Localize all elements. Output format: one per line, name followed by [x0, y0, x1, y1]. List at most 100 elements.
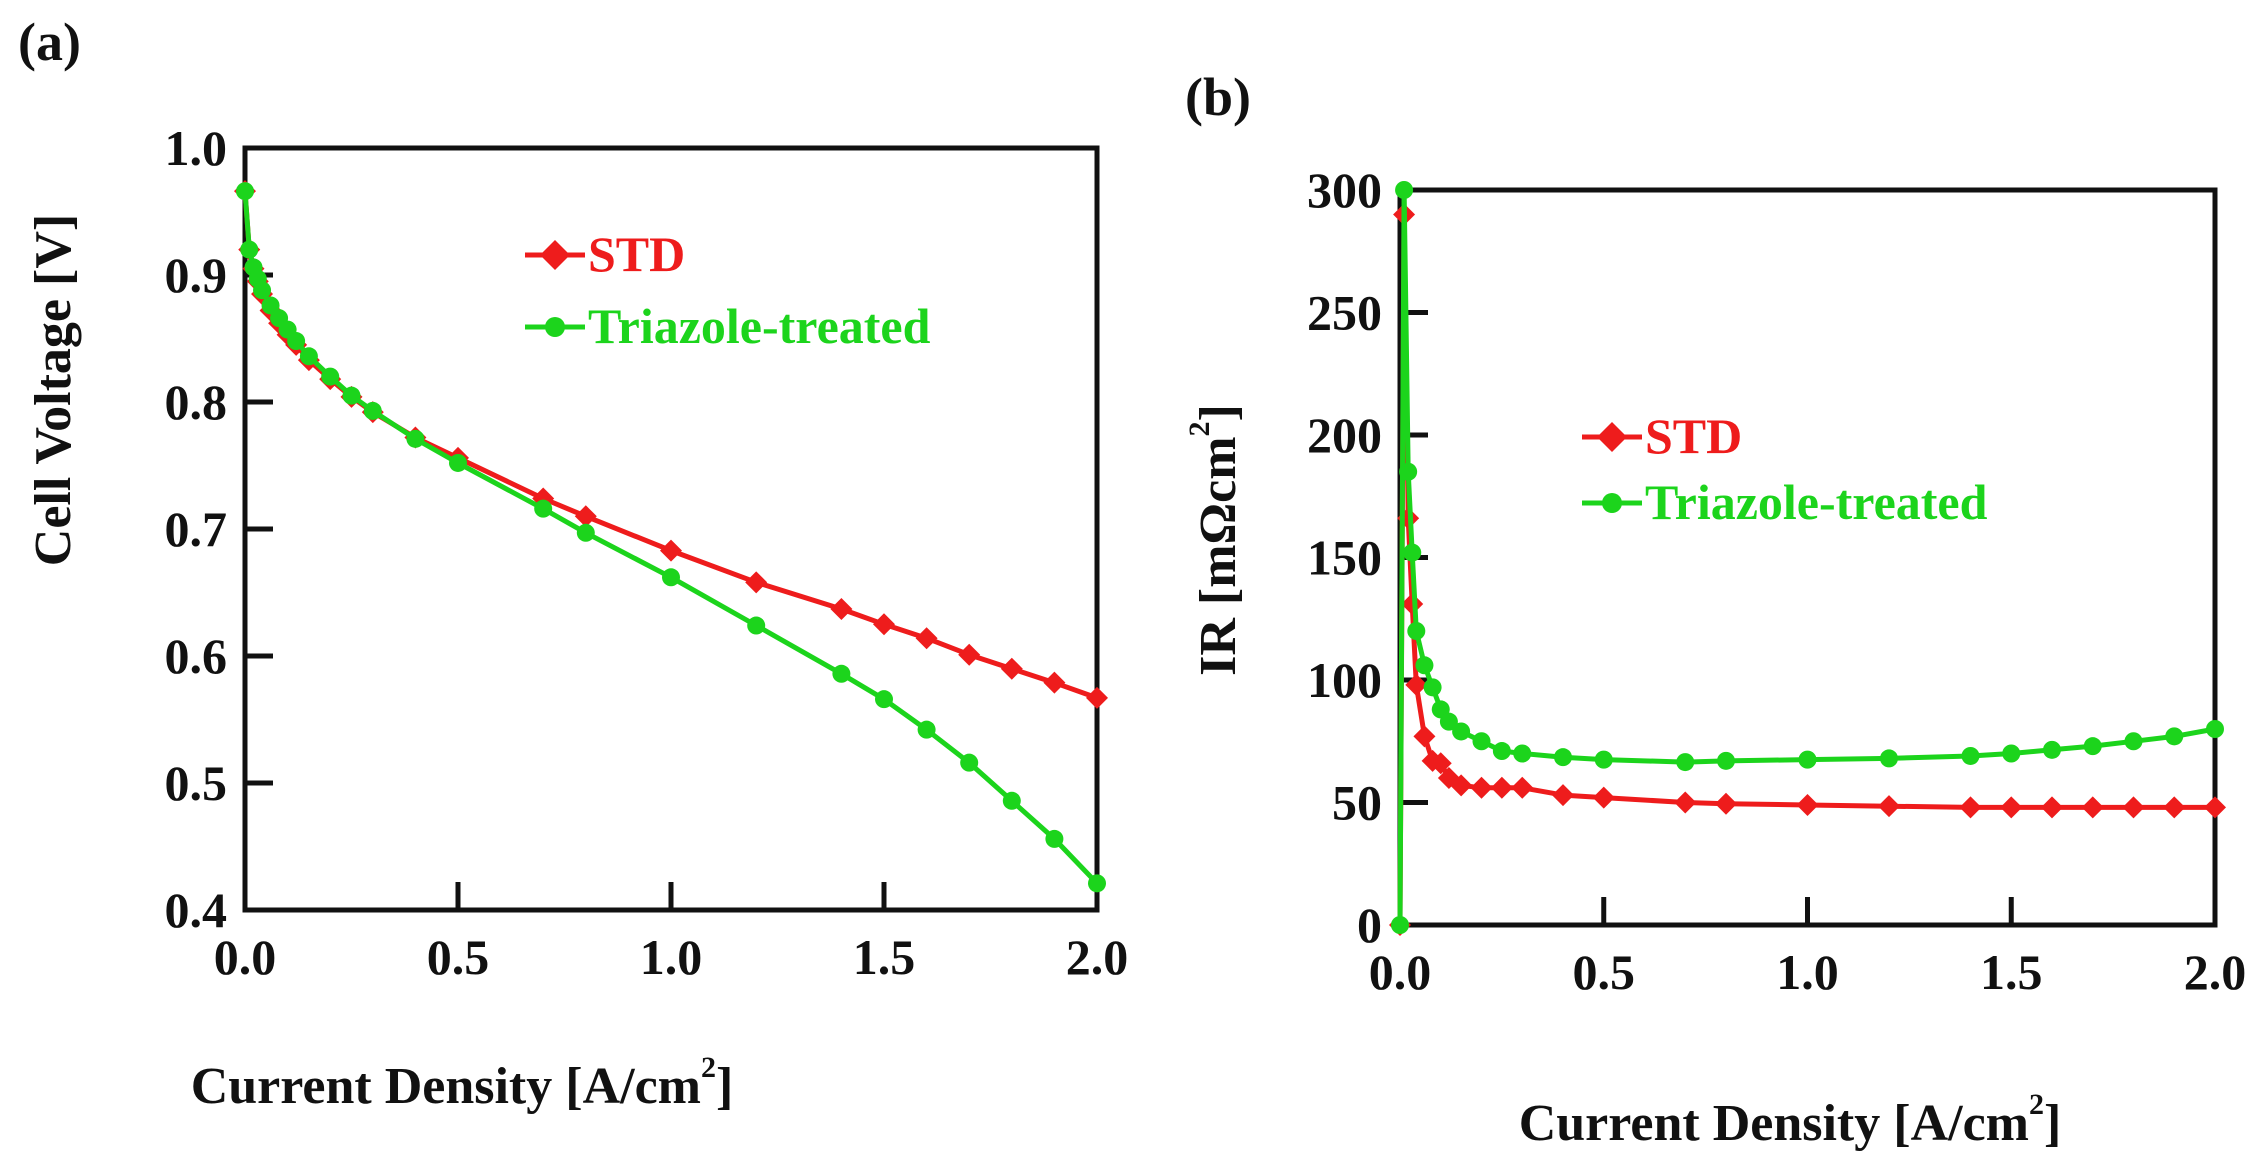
data-point-p1-0: [2081, 796, 2104, 819]
y-axis-title-b: IR [mΩcm2]: [1183, 404, 1247, 676]
y-tick-label-p1: 150: [1307, 530, 1382, 586]
y-tick-label-p0: 0.8: [165, 374, 228, 430]
data-point-p1-1: [1554, 748, 1572, 767]
data-point-p1-1: [2165, 727, 2184, 746]
y-tick-label-p1: 300: [1307, 162, 1382, 218]
data-point-p1-0: [2163, 796, 2186, 819]
data-point-p1-0: [1878, 795, 1900, 818]
data-point-p1-1: [1798, 750, 1817, 769]
data-point-p0-0: [574, 505, 597, 528]
data-point-p1-1: [2083, 737, 2102, 756]
data-point-p1-1: [1676, 753, 1695, 772]
data-point-p0-1: [747, 616, 766, 635]
panel-label-a: (a): [18, 12, 81, 72]
chart-panel-a: (a) 0.0 0.5 1.0 1.5 2.0 0.4 0.5 0.6 0.7 0.8 0.9 1.0…: [18, 12, 1128, 1115]
data-point-p0-1: [449, 453, 467, 472]
data-point-p1-1: [1415, 656, 1434, 675]
data-point-p1-1: [1407, 622, 1426, 640]
data-point-p0-1: [342, 386, 361, 405]
x-axis-title-a: Current Density [A/cm2]: [191, 1051, 734, 1115]
data-point-p0-1: [662, 568, 680, 587]
data-point-p0-1: [1002, 791, 1021, 810]
x-axis-title-b: Current Density [A/cm2]: [1519, 1088, 2062, 1152]
data-point-p0-1: [299, 347, 318, 366]
data-point-p0-1: [576, 523, 595, 542]
y-tick-label-p0: 0.6: [165, 628, 228, 684]
x-tick-label-p1: 1.0: [1776, 944, 1839, 1000]
y-tick-label-p1: 100: [1307, 652, 1382, 708]
data-point-p1-1: [1439, 712, 1458, 731]
data-point-p1-0: [1959, 796, 1982, 819]
data-point-p0-1: [832, 664, 851, 683]
data-point-p1-1: [2124, 732, 2143, 751]
legend-std-marker-b: [1597, 422, 1627, 452]
legend-triazole-label-a: Triazole-treated: [588, 298, 931, 354]
y-tick-label-p1: 0: [1357, 897, 1382, 953]
data-point-p1-0: [2000, 796, 2023, 819]
y-axis-title-a: Cell Voltage [V]: [25, 214, 82, 566]
y-tick-label-p0: 0.4: [165, 882, 228, 938]
data-point-p0-1: [287, 332, 306, 351]
data-point-p0-0: [745, 571, 768, 594]
data-point-p1-0: [1552, 784, 1574, 807]
data-point-p0-1: [321, 367, 340, 386]
x-tick-label-p1: 2.0: [2184, 944, 2247, 1000]
data-point-p1-0: [1674, 791, 1697, 814]
data-point-p1-0: [1511, 776, 1534, 799]
data-point-p1-0: [1592, 786, 1615, 809]
y-tick-label-p0: 1.0: [165, 120, 228, 176]
y-tick-label-p1: 200: [1307, 407, 1382, 463]
data-point-p0-1: [236, 182, 254, 201]
legend-std-label-a: STD: [588, 226, 685, 282]
data-point-p0-0: [873, 613, 895, 636]
legend-std-label-b: STD: [1645, 408, 1742, 464]
data-point-p1-1: [1395, 181, 1414, 199]
data-point-p1-1: [1452, 722, 1471, 741]
data-point-p1-0: [1715, 792, 1737, 815]
x-tick-label-p0: 0.0: [214, 929, 277, 985]
data-point-p1-1: [1492, 742, 1511, 761]
plot-area-b: 0.0 0.5 1.0 1.5 2.0 0 50 100 150 200 250 300: [1307, 162, 2246, 1000]
data-point-p1-1: [2206, 720, 2224, 738]
data-point-p1-1: [1399, 462, 1418, 481]
chart-panel-b: (b) 0.0 0.5 1.0 1.5 2.0 0 50 100 150 200 250 300 IR…: [1183, 67, 2246, 1152]
y-tick-label-p0: 0.9: [165, 247, 228, 303]
data-point-p1-1: [1423, 678, 1442, 697]
data-point-p1-0: [1470, 776, 1493, 799]
data-point-p0-0: [1000, 657, 1023, 680]
data-point-p0-1: [253, 281, 272, 300]
data-point-p1-1: [1961, 746, 1980, 765]
data-point-p0-1: [406, 429, 425, 448]
data-point-p0-1: [534, 499, 553, 518]
legend-std-marker-a: [540, 240, 570, 270]
data-point-p1-1: [1717, 751, 1735, 770]
legend-a: STD Triazole-treated: [525, 226, 931, 354]
y-tick-label-p0: 0.5: [165, 755, 228, 811]
data-point-p1-1: [1391, 916, 1409, 934]
data-point-p0-1: [1045, 829, 1064, 848]
series-line-p0-1: [242, 191, 1099, 886]
data-point-p0-1: [875, 690, 893, 709]
legend-triazole-marker-a: [545, 317, 565, 337]
data-point-p0-0: [1043, 671, 1066, 694]
data-point-p1-0: [1450, 774, 1473, 797]
data-point-p1-1: [1403, 543, 1422, 562]
x-tick-label-p1: 0.0: [1369, 944, 1432, 1000]
data-point-p1-1: [1880, 749, 1898, 768]
data-point-p0-1: [1088, 874, 1106, 893]
data-point-p0-1: [960, 753, 979, 772]
y-tick-label-p0: 0.7: [165, 501, 228, 557]
y-tick-label-p1: 250: [1307, 285, 1382, 341]
data-point-p0-0: [660, 539, 682, 562]
data-point-p1-1: [1472, 732, 1491, 751]
data-point-p0-1: [240, 240, 259, 259]
data-point-p1-1: [2002, 744, 2021, 763]
panel-label-b: (b): [1185, 67, 1251, 127]
plot-area-a: 0.0 0.5 1.0 1.5 2.0 0.4 0.5 0.6 0.7 0.8 0.9 1.0: [165, 120, 1129, 985]
data-point-p0-0: [958, 643, 981, 666]
data-point-p0-0: [1086, 686, 1108, 709]
data-point-p0-0: [915, 627, 938, 650]
data-point-p1-0: [1413, 725, 1436, 748]
data-point-p1-1: [2043, 740, 2061, 759]
